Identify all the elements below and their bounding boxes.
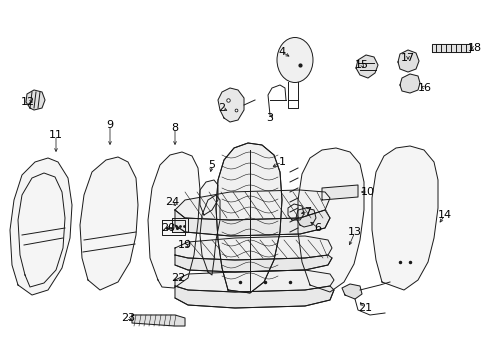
Ellipse shape — [277, 37, 313, 82]
Polygon shape — [356, 55, 378, 78]
Text: 7: 7 — [304, 207, 312, 217]
Polygon shape — [175, 190, 330, 220]
Text: 1: 1 — [278, 157, 286, 167]
Text: 13: 13 — [348, 227, 362, 237]
Polygon shape — [216, 143, 282, 293]
Text: 3: 3 — [267, 113, 273, 123]
Polygon shape — [26, 90, 45, 110]
Text: 8: 8 — [172, 123, 178, 133]
Polygon shape — [372, 146, 438, 290]
Text: 24: 24 — [165, 197, 179, 207]
Text: 11: 11 — [49, 130, 63, 140]
Polygon shape — [175, 255, 332, 272]
Polygon shape — [432, 44, 470, 52]
Polygon shape — [218, 88, 244, 122]
Text: 21: 21 — [358, 303, 372, 313]
Text: 23: 23 — [121, 313, 135, 323]
Text: 20: 20 — [161, 223, 175, 233]
Polygon shape — [148, 152, 200, 288]
Polygon shape — [175, 236, 332, 260]
Polygon shape — [175, 270, 334, 292]
Text: 10: 10 — [361, 187, 375, 197]
Text: 22: 22 — [171, 273, 185, 283]
Text: 6: 6 — [315, 223, 321, 233]
Text: 15: 15 — [355, 60, 369, 70]
Polygon shape — [342, 284, 362, 299]
Polygon shape — [175, 286, 334, 308]
Text: 9: 9 — [106, 120, 114, 130]
Polygon shape — [10, 158, 72, 295]
Polygon shape — [400, 74, 420, 93]
Polygon shape — [322, 185, 358, 200]
Polygon shape — [132, 315, 185, 326]
Text: 19: 19 — [178, 240, 192, 250]
Polygon shape — [298, 148, 364, 292]
Text: 2: 2 — [219, 103, 225, 113]
Polygon shape — [296, 208, 316, 227]
Polygon shape — [288, 204, 304, 220]
Text: 14: 14 — [438, 210, 452, 220]
Text: 5: 5 — [209, 160, 216, 170]
Polygon shape — [172, 218, 188, 232]
Polygon shape — [175, 210, 330, 236]
Text: 4: 4 — [278, 47, 286, 57]
Text: 16: 16 — [418, 83, 432, 93]
Polygon shape — [398, 50, 419, 72]
Polygon shape — [200, 195, 220, 275]
Polygon shape — [80, 157, 138, 290]
Polygon shape — [200, 180, 218, 215]
Text: 18: 18 — [468, 43, 482, 53]
Text: 12: 12 — [21, 97, 35, 107]
Text: 17: 17 — [401, 53, 415, 63]
